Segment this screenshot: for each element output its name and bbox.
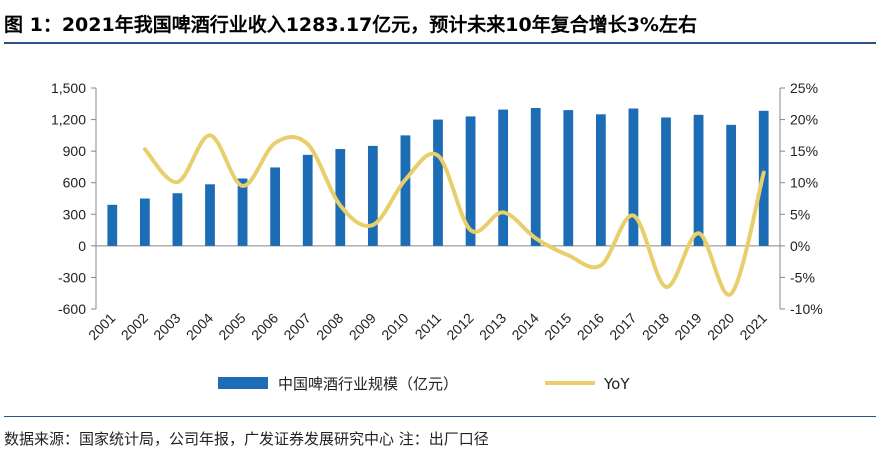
bar	[140, 199, 150, 246]
right-tick-label: 20%	[790, 112, 818, 128]
legend-swatch-bar	[218, 377, 268, 389]
right-tick-label: -5%	[790, 269, 815, 285]
x-tick-label: 2019	[671, 310, 704, 343]
x-tick-label: 2003	[150, 310, 183, 343]
legend-label-bar: 中国啤酒行业规模（亿元）	[278, 375, 458, 393]
source-note: 数据来源：国家统计局，公司年报，广发证券发展研究中心 注：出厂口径	[4, 416, 876, 454]
x-tick-label: 2016	[574, 310, 607, 343]
x-tick-label: 2002	[118, 310, 151, 343]
bar	[270, 167, 280, 245]
bar	[433, 120, 443, 246]
legend: 中国啤酒行业规模（亿元） YoY	[218, 375, 630, 393]
x-tick-label: 2005	[215, 310, 248, 343]
x-tick-label: 2015	[541, 310, 574, 343]
left-tick-label: 1,200	[51, 112, 86, 128]
bar	[726, 125, 736, 246]
x-tick-label: 2020	[704, 310, 737, 343]
bar	[368, 146, 378, 246]
x-tick-label: 2013	[476, 310, 509, 343]
bar	[563, 110, 573, 246]
right-tick-label: 25%	[790, 80, 818, 96]
bar	[694, 115, 704, 246]
left-tick-label: -300	[58, 269, 86, 285]
x-tick-label: 2011	[412, 310, 445, 343]
bar	[238, 179, 248, 246]
right-tick-label: 5%	[790, 206, 810, 222]
bar	[531, 108, 541, 246]
bar	[661, 117, 671, 245]
right-y-axis: -10% -5% 0% 5% 10% 15% 20% 25%	[780, 80, 823, 317]
left-tick-label: 300	[63, 206, 87, 222]
line-series	[145, 135, 764, 295]
right-tick-label: 10%	[790, 175, 818, 191]
x-tick-label: 2014	[508, 310, 541, 343]
legend-label-line: YoY	[603, 375, 630, 393]
x-tick-label: 2008	[313, 310, 346, 343]
bar	[303, 155, 313, 246]
x-tick-label: 2007	[280, 310, 313, 343]
left-tick-label: 0	[78, 238, 86, 254]
bar	[205, 184, 215, 246]
left-tick-label: 600	[63, 175, 87, 191]
x-tick-label: 2010	[378, 310, 411, 343]
right-tick-label: 15%	[790, 143, 818, 159]
bar	[401, 135, 411, 246]
left-tick-label: 900	[63, 143, 87, 159]
bar-series	[107, 108, 768, 246]
x-tick-label: 2018	[639, 310, 672, 343]
right-tick-label: 0%	[790, 238, 810, 254]
x-tick-label: 2021	[736, 310, 769, 343]
left-tick-label: 1,500	[51, 80, 86, 96]
x-tick-label: 2012	[443, 310, 476, 343]
left-y-axis: -600 -300 0 300 600 900 1,200 1,500	[51, 80, 96, 317]
chart: -600 -300 0 300 600 900 1,200 1,500 -10% -5% 0% 5%…	[0, 44, 880, 416]
bar	[107, 205, 117, 246]
bar	[629, 109, 639, 246]
x-tick-label: 2017	[606, 310, 639, 343]
x-tick-label: 2009	[346, 310, 379, 343]
x-tick-label: 2001	[85, 310, 118, 343]
x-tick-label: 2004	[183, 310, 216, 343]
x-tick-label: 2006	[248, 310, 281, 343]
left-tick-label: -600	[58, 301, 86, 317]
bar	[173, 193, 183, 246]
right-tick-label: -10%	[790, 301, 823, 317]
bar	[498, 110, 508, 246]
bar	[596, 114, 606, 246]
page-title: 图 1：2021年我国啤酒行业收入1283.17亿元，预计未来10年复合增长3%…	[4, 6, 876, 44]
